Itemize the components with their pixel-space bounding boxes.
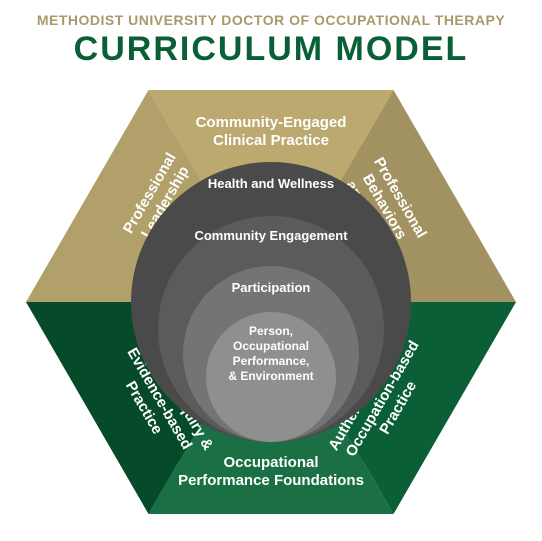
diagram-header: METHODIST UNIVERSITY DOCTOR OF OCCUPATIO… [0,0,542,69]
ring-label-3: Participation [232,280,311,295]
ring-label-1: Health and Wellness [208,176,334,191]
header-title: CURRICULUM MODEL [0,30,542,69]
ring-label-2: Community Engagement [194,228,347,243]
concentric-rings: Health and Wellness Community Engagement… [131,162,411,442]
label-top: Community-Engaged Clinical Practice [196,114,347,150]
ring-label-4: Person, Occupational Performance, & Envi… [201,324,341,384]
header-subtitle: METHODIST UNIVERSITY DOCTOR OF OCCUPATIO… [0,12,542,28]
hexagon-diagram: Community-Engaged Clinical Practice Prof… [26,90,516,514]
